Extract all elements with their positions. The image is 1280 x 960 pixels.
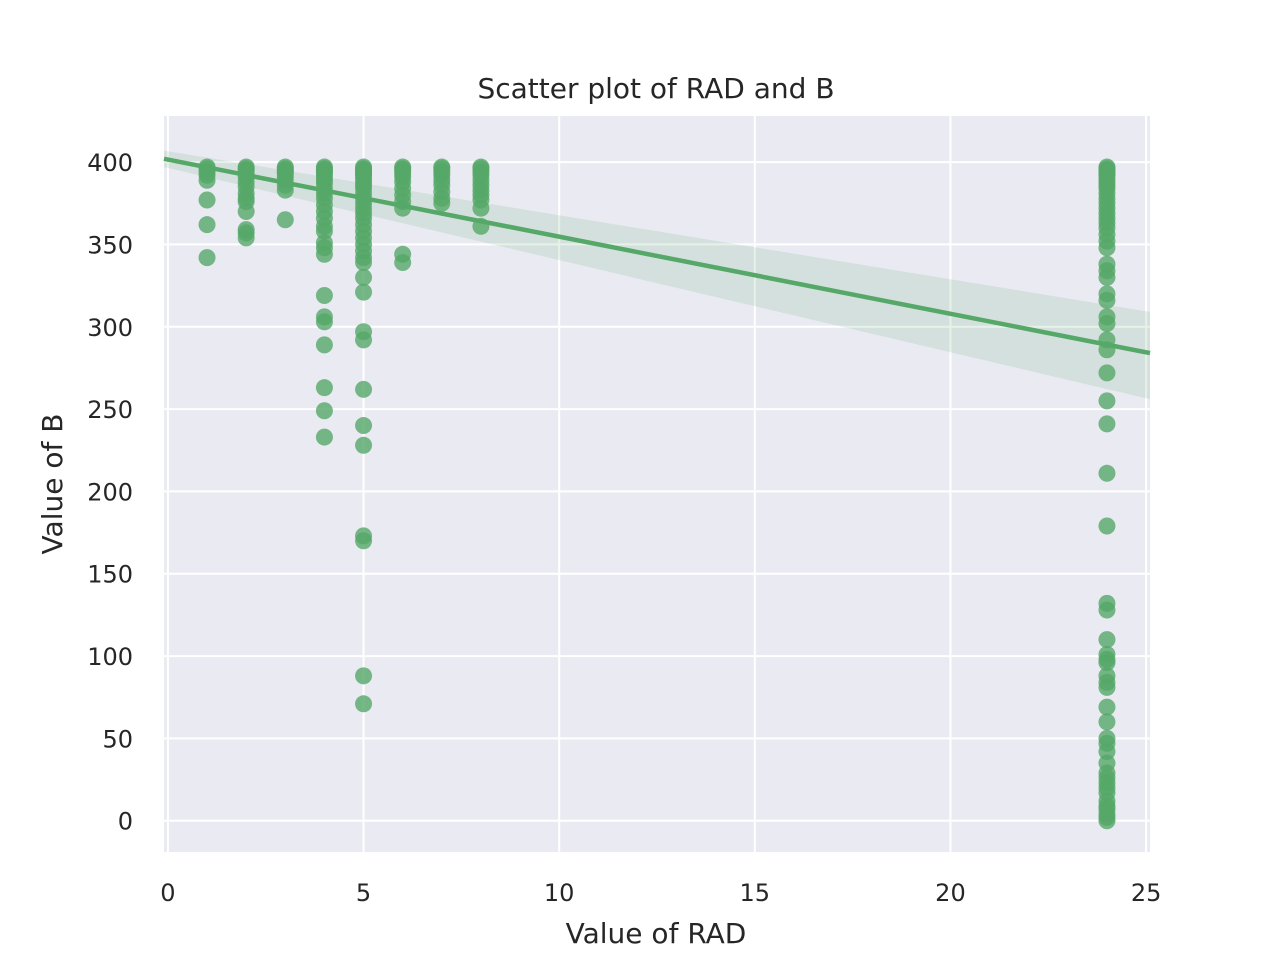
data-point (1098, 517, 1116, 535)
y-axis-label: Value of B (36, 414, 69, 555)
data-point (394, 254, 412, 272)
data-point (355, 695, 373, 713)
x-tick-label: 0 (160, 879, 175, 907)
data-point (315, 402, 333, 420)
data-point (315, 313, 333, 331)
data-point (198, 191, 216, 209)
y-tick-label: 0 (118, 808, 133, 836)
data-point (1098, 291, 1116, 309)
y-tick-label: 200 (87, 478, 133, 506)
data-point (198, 249, 216, 267)
data-point (355, 417, 373, 435)
data-point (1098, 464, 1116, 482)
chart-title: Scatter plot of RAD and B (477, 72, 834, 105)
y-tick-label: 150 (87, 561, 133, 589)
data-point (355, 380, 373, 398)
regression-line (163, 156, 1151, 356)
x-tick-labels: 0 5 10 15 20 25 (160, 879, 1161, 907)
data-point (1098, 364, 1116, 382)
data-point (315, 379, 333, 397)
data-point (276, 211, 294, 229)
data-point (355, 331, 373, 349)
data-point (355, 667, 373, 685)
confidence-band (164, 150, 1150, 400)
data-point (1098, 239, 1116, 257)
data-point (237, 202, 255, 220)
data-point (315, 245, 333, 263)
regression-line-group (163, 156, 1151, 356)
y-tick-label: 300 (87, 314, 133, 342)
y-tick-labels: 0 50 100 150 200 250 300 350 400 (87, 149, 133, 836)
data-point (315, 336, 333, 354)
x-tick-label: 20 (935, 879, 966, 907)
data-point (237, 229, 255, 247)
data-point (472, 199, 490, 217)
data-points (198, 158, 1116, 830)
x-tick-label: 15 (740, 879, 771, 907)
data-point (1098, 654, 1116, 672)
y-tick-label: 50 (102, 725, 133, 753)
data-point (315, 428, 333, 446)
y-tick-label: 350 (87, 231, 133, 259)
data-point (355, 436, 373, 454)
data-point (433, 194, 451, 212)
data-point (1098, 392, 1116, 410)
data-point (1098, 268, 1116, 286)
data-point (1098, 314, 1116, 332)
data-point (355, 268, 373, 286)
data-point (1098, 678, 1116, 696)
y-tick-label: 400 (87, 149, 133, 177)
data-point (1098, 812, 1116, 830)
data-point (355, 532, 373, 550)
data-point (276, 181, 294, 199)
x-tick-label: 10 (544, 879, 575, 907)
data-point (1098, 601, 1116, 619)
data-point (198, 216, 216, 234)
data-point (198, 171, 216, 189)
x-axis-label: Value of RAD (566, 917, 747, 950)
data-point (1098, 631, 1116, 649)
data-point (1098, 698, 1116, 716)
y-tick-label: 100 (87, 643, 133, 671)
data-point (1098, 713, 1116, 731)
confidence-band-group (164, 150, 1150, 400)
x-tick-label: 5 (356, 879, 371, 907)
data-point (355, 283, 373, 301)
data-point (355, 254, 373, 272)
plot-background (164, 116, 1150, 852)
data-point (1098, 415, 1116, 433)
data-point (315, 286, 333, 304)
y-tick-label: 250 (87, 396, 133, 424)
x-tick-label: 25 (1131, 879, 1162, 907)
